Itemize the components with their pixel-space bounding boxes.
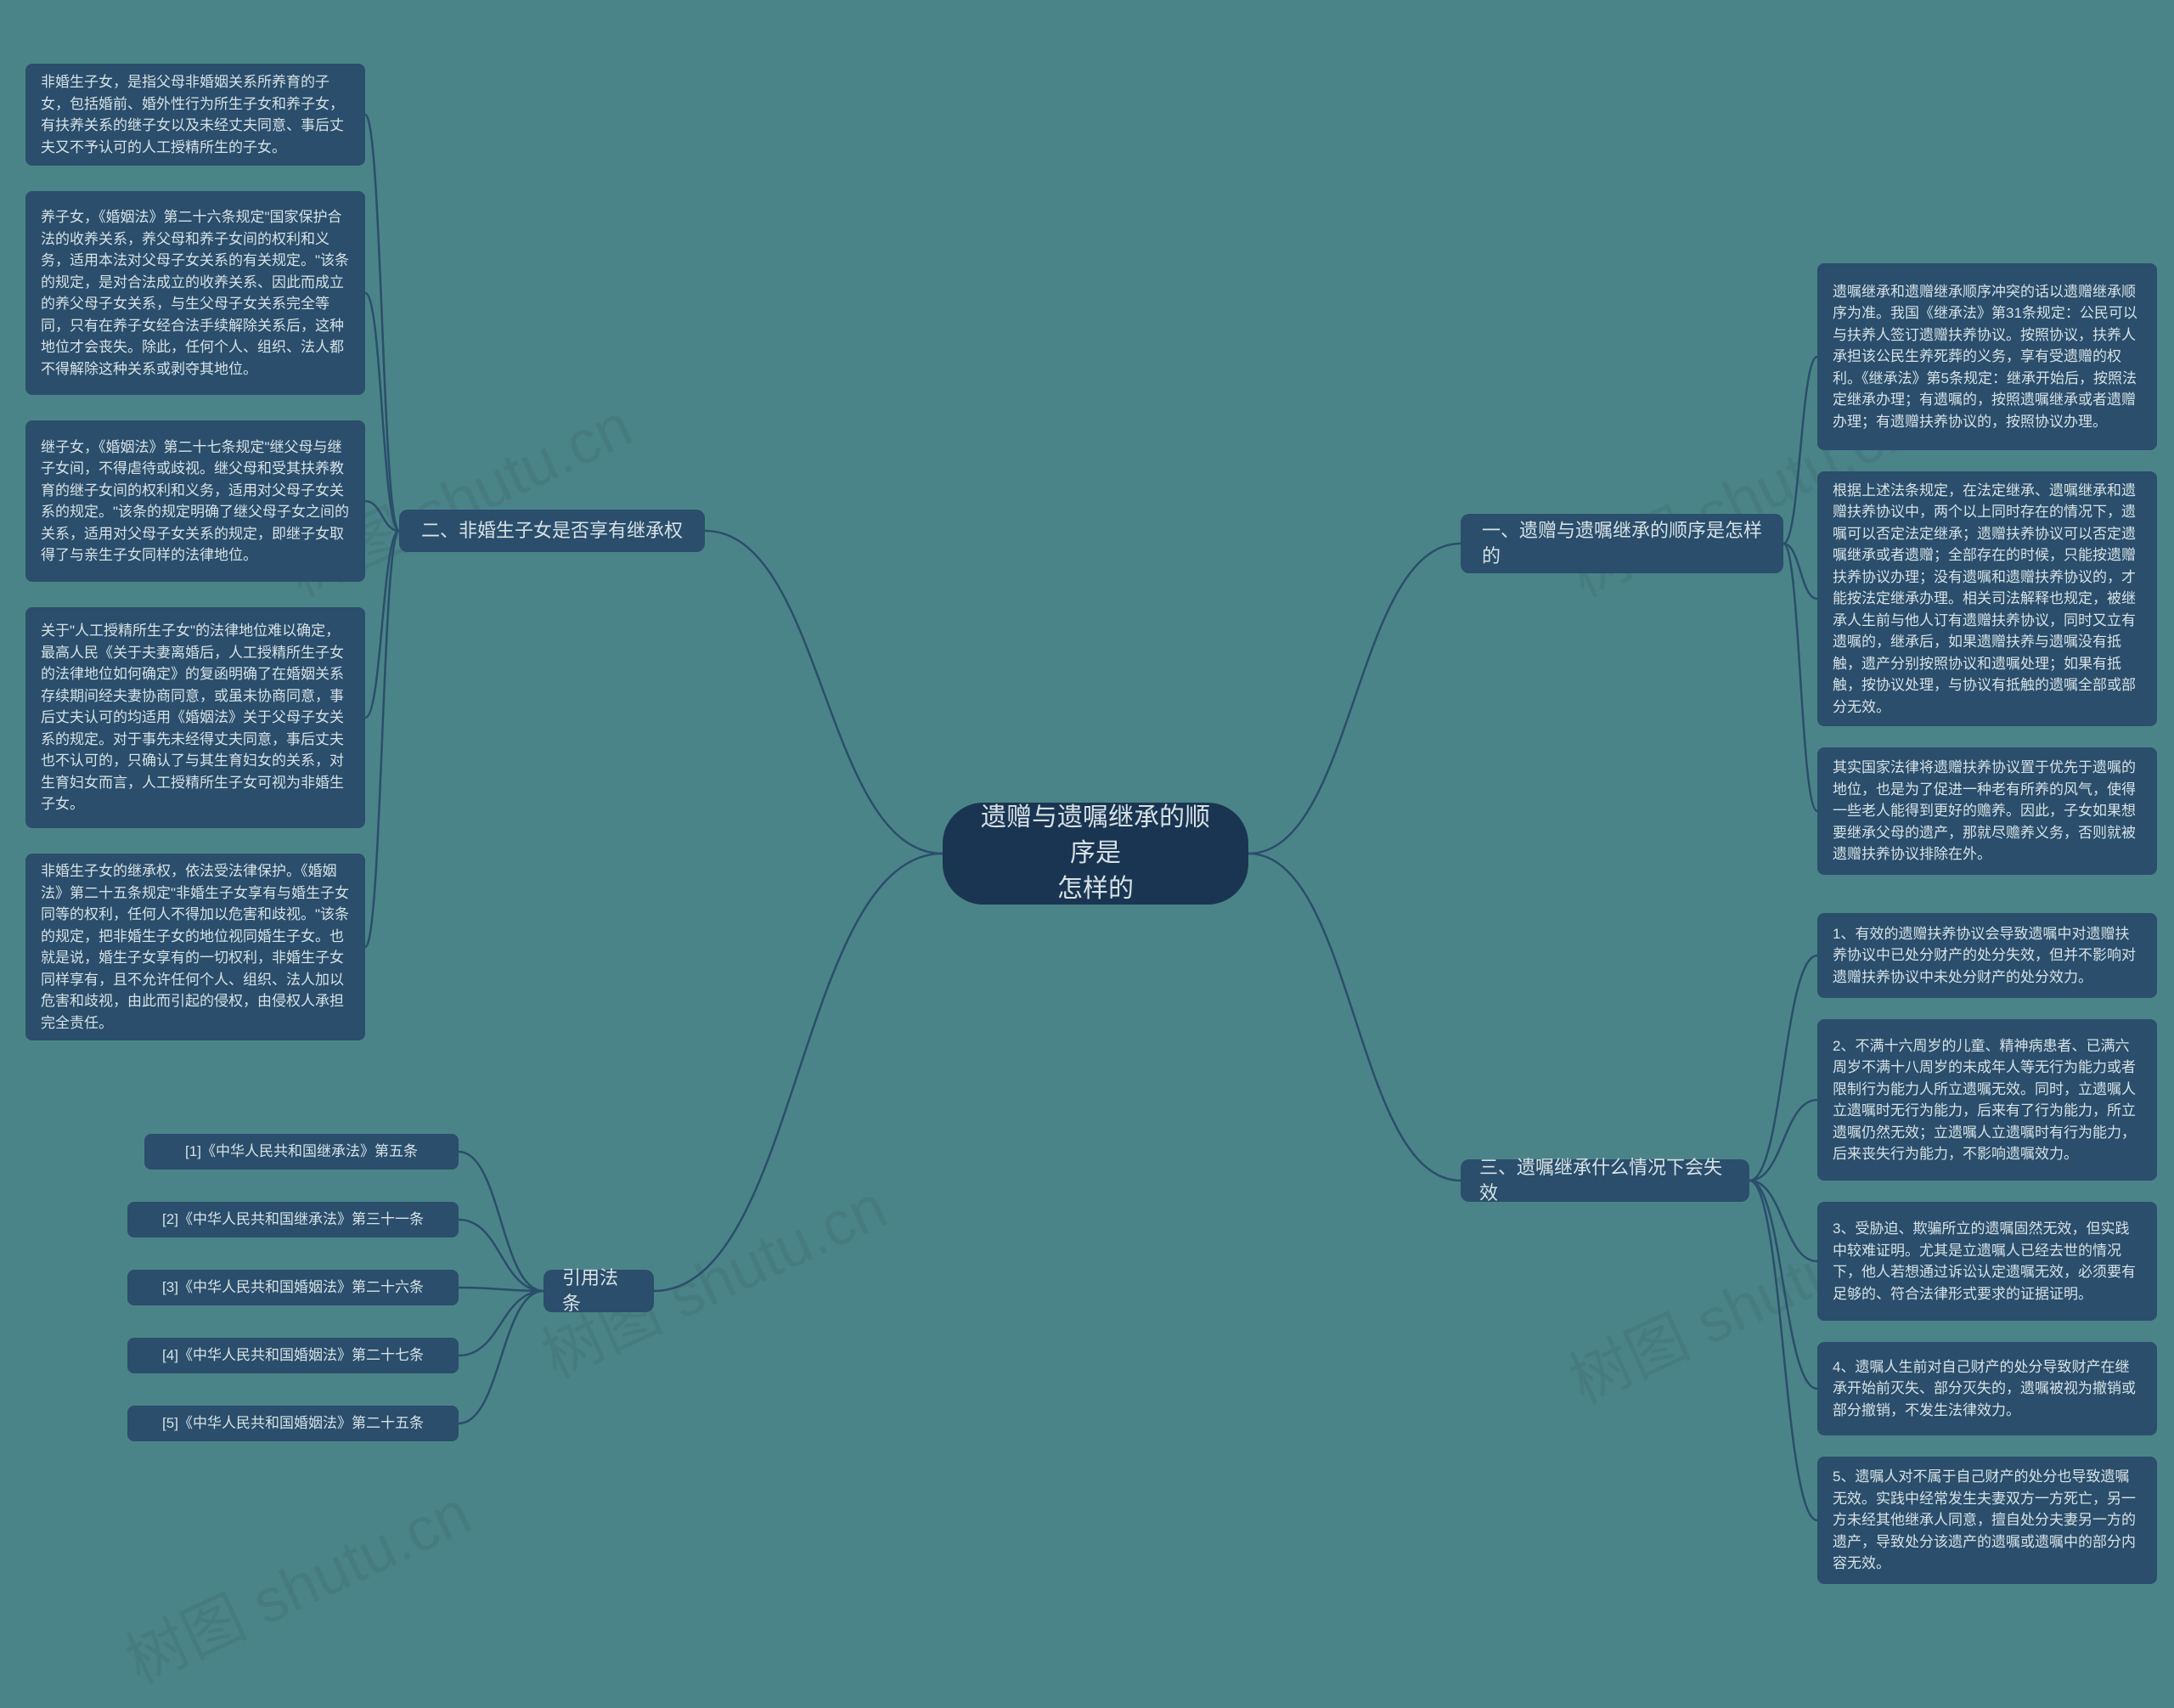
branch-2[interactable]: 二、非婚生子女是否享有继承权	[399, 510, 705, 552]
leaf-b4-1[interactable]: [1]《中华人民共和国继承法》第五条	[144, 1134, 459, 1170]
leaf-b2-3[interactable]: 继子女，《婚姻法》第二十七条规定"继父母与继子女间，不得虐待或歧视。继父母和受其…	[25, 420, 365, 582]
watermark: 树图 shutu.cn	[109, 1463, 482, 1701]
branch-3[interactable]: 三、遗嘱继承什么情况下会失效	[1461, 1159, 1749, 1202]
leaf-b4-4[interactable]: [4]《中华人民共和国婚姻法》第二十七条	[127, 1338, 459, 1373]
leaf-b2-1[interactable]: 非婚生子女，是指父母非婚姻关系所养育的子女，包括婚前、婚外性行为所生子女和养子女…	[25, 64, 365, 166]
leaf-b1-3[interactable]: 其实国家法律将遗赠扶养协议置于优先于遗嘱的地位，也是为了促进一种老有所养的风气，…	[1817, 747, 2157, 875]
leaf-b1-2[interactable]: 根据上述法条规定，在法定继承、遗嘱继承和遗赠扶养协议中，两个以上同时存在的情况下…	[1817, 471, 2157, 726]
leaf-b2-4[interactable]: 关于"人工授精所生子女"的法律地位难以确定，最高人民《关于夫妻离婚后，人工授精所…	[25, 607, 365, 828]
leaf-b3-2[interactable]: 2、不满十六周岁的儿童、精神病患者、已满六周岁不满十八周岁的未成年人等无行为能力…	[1817, 1019, 2157, 1181]
branch-1[interactable]: 一、遗赠与遗嘱继承的顺序是怎样的	[1461, 514, 1783, 573]
leaf-b3-4[interactable]: 4、遗嘱人生前对自己财产的处分导致财产在继承开始前灭失、部分灭失的，遗嘱被视为撤…	[1817, 1342, 2157, 1435]
leaf-b4-5[interactable]: [5]《中华人民共和国婚姻法》第二十五条	[127, 1406, 459, 1441]
leaf-b3-3[interactable]: 3、受胁迫、欺骗所立的遗嘱固然无效，但实践中较难证明。尤其是立遗嘱人已经去世的情…	[1817, 1202, 2157, 1321]
leaf-b2-2[interactable]: 养子女，《婚姻法》第二十六条规定"国家保护合法的收养关系，养父母和养子女间的权利…	[25, 191, 365, 395]
leaf-b3-5[interactable]: 5、遗嘱人对不属于自己财产的处分也导致遗嘱无效。实践中经常发生夫妻双方一方死亡，…	[1817, 1457, 2157, 1584]
leaf-b3-1[interactable]: 1、有效的遗赠扶养协议会导致遗嘱中对遗赠扶养协议中已处分财产的处分失效，但并不影…	[1817, 913, 2157, 998]
branch-4[interactable]: 引用法条	[544, 1270, 654, 1312]
root-node[interactable]: 遗赠与遗嘱继承的顺序是怎样的	[943, 803, 1248, 905]
leaf-b4-2[interactable]: [2]《中华人民共和国继承法》第三十一条	[127, 1202, 459, 1237]
leaf-b1-1[interactable]: 遗嘱继承和遗赠继承顺序冲突的话以遗赠继承顺序为准。我国《继承法》第31条规定：公…	[1817, 263, 2157, 450]
leaf-b4-3[interactable]: [3]《中华人民共和国婚姻法》第二十六条	[127, 1270, 459, 1305]
leaf-b2-5[interactable]: 非婚生子女的继承权，依法受法律保护。《婚姻法》第二十五条规定"非婚生子女享有与婚…	[25, 854, 365, 1040]
